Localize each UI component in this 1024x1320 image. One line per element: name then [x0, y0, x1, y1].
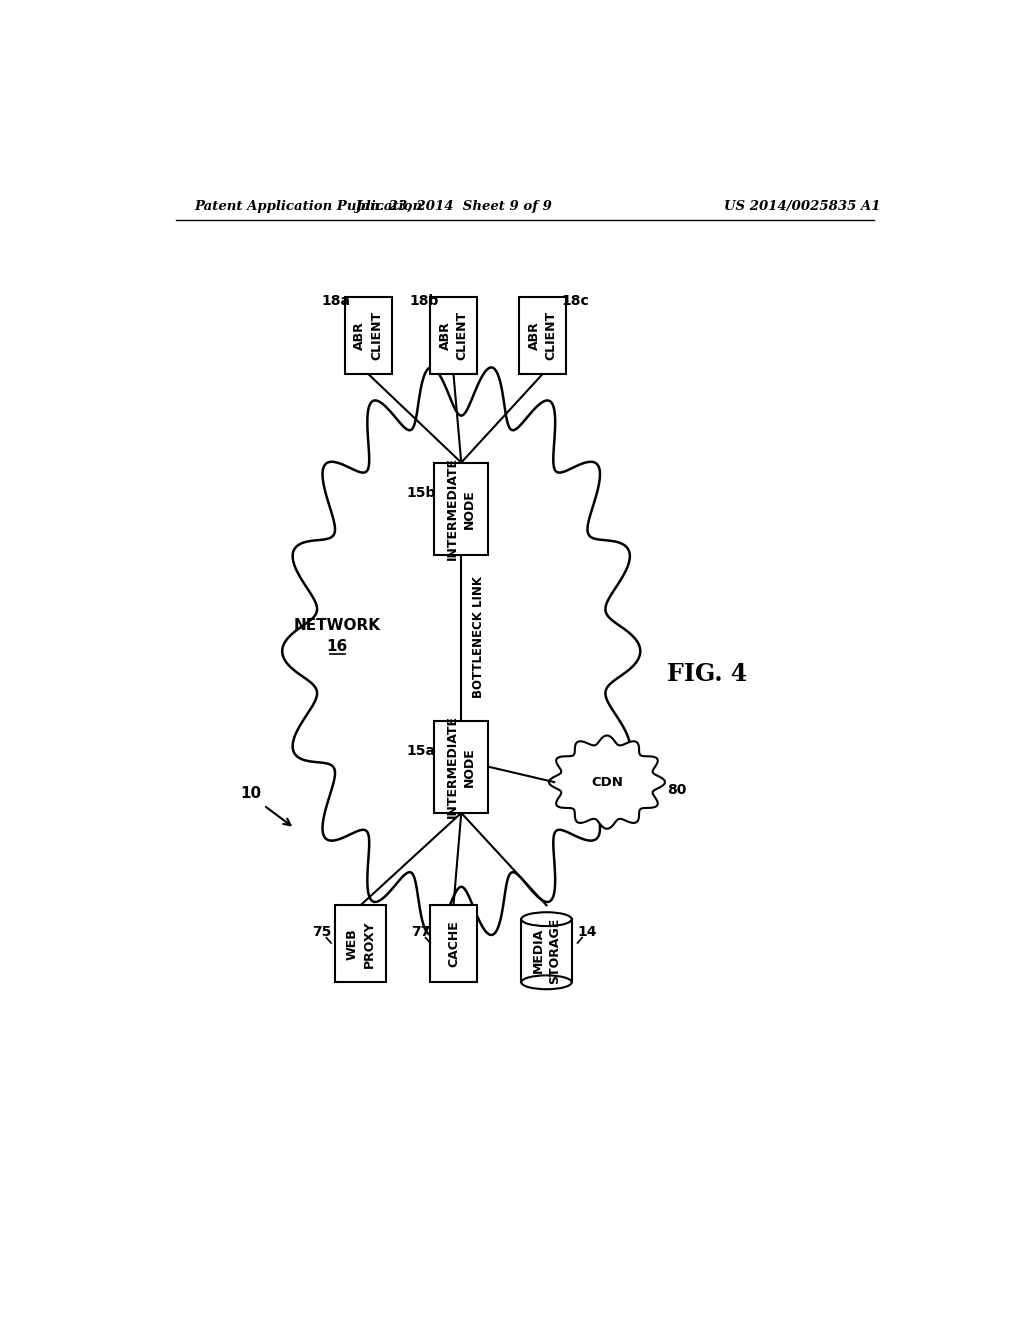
Text: 77: 77 [412, 925, 430, 940]
Text: 10: 10 [240, 787, 261, 801]
Text: 18a: 18a [322, 294, 350, 308]
Text: BOTTLENECK LINK: BOTTLENECK LINK [472, 577, 484, 698]
Ellipse shape [521, 912, 571, 927]
Text: INTERMEDIATE
NODE: INTERMEDIATE NODE [446, 715, 476, 818]
Text: MEDIA
STORAGE: MEDIA STORAGE [531, 917, 561, 983]
Text: 14: 14 [578, 925, 597, 940]
FancyBboxPatch shape [519, 297, 566, 374]
FancyBboxPatch shape [434, 462, 488, 554]
Text: WEB
PROXY: WEB PROXY [345, 920, 376, 968]
Text: 18c: 18c [561, 294, 589, 308]
Text: CDN: CDN [591, 776, 623, 788]
Text: CACHE: CACHE [447, 920, 460, 968]
Text: ABR
CLIENT: ABR CLIENT [527, 312, 558, 360]
Ellipse shape [521, 975, 571, 989]
Text: Patent Application Publication: Patent Application Publication [194, 199, 422, 213]
Text: 15b: 15b [407, 486, 435, 500]
Text: 75: 75 [312, 925, 332, 940]
FancyBboxPatch shape [521, 919, 571, 982]
Text: ABR
CLIENT: ABR CLIENT [438, 312, 469, 360]
Text: 16: 16 [327, 639, 348, 655]
Text: ABR
CLIENT: ABR CLIENT [353, 312, 383, 360]
Polygon shape [549, 735, 665, 829]
FancyBboxPatch shape [345, 297, 391, 374]
Text: Jan. 23, 2014  Sheet 9 of 9: Jan. 23, 2014 Sheet 9 of 9 [355, 199, 552, 213]
Text: FIG. 4: FIG. 4 [667, 663, 746, 686]
Text: US 2014/0025835 A1: US 2014/0025835 A1 [724, 199, 881, 213]
FancyBboxPatch shape [430, 297, 477, 374]
Text: 15a: 15a [407, 744, 435, 758]
FancyBboxPatch shape [434, 721, 488, 813]
Text: 18b: 18b [410, 294, 438, 308]
FancyBboxPatch shape [335, 906, 386, 982]
Text: NETWORK: NETWORK [294, 618, 381, 632]
Text: INTERMEDIATE
NODE: INTERMEDIATE NODE [446, 457, 476, 560]
Text: 80: 80 [668, 783, 687, 797]
FancyBboxPatch shape [430, 906, 477, 982]
Polygon shape [283, 367, 640, 935]
